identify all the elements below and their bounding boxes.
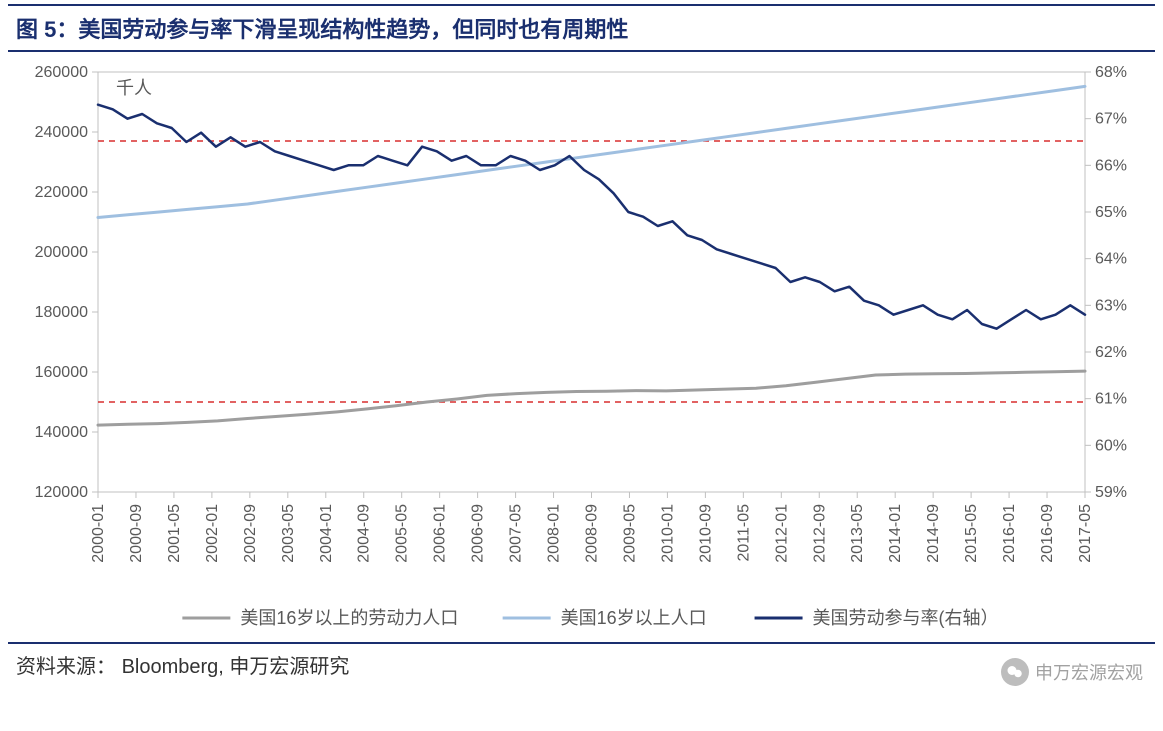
svg-text:2004-01: 2004-01 [318,504,335,563]
svg-text:2014-09: 2014-09 [925,504,942,563]
svg-text:2014-01: 2014-01 [887,504,904,563]
watermark-text: 申万宏源宏观 [1035,659,1143,685]
source-text: Bloomberg, 申万宏源研究 [122,656,350,678]
svg-text:67%: 67% [1095,111,1127,128]
source-bar: 资料来源： Bloomberg, 申万宏源研究 [8,642,1155,679]
svg-text:61%: 61% [1095,391,1127,408]
svg-text:64%: 64% [1095,251,1127,268]
svg-text:2010-01: 2010-01 [659,504,676,563]
svg-text:60%: 60% [1095,437,1127,454]
svg-text:2016-01: 2016-01 [1001,504,1018,563]
svg-text:200000: 200000 [35,244,88,261]
svg-text:2000-01: 2000-01 [90,504,107,563]
svg-text:240000: 240000 [35,124,88,141]
svg-text:2017-05: 2017-05 [1077,504,1094,563]
svg-text:2008-01: 2008-01 [546,504,563,563]
svg-text:2002-09: 2002-09 [242,504,259,563]
source-label: 资料来源： [16,656,116,678]
svg-text:2003-05: 2003-05 [280,504,297,563]
svg-text:2006-01: 2006-01 [432,504,449,563]
watermark: 申万宏源宏观 [1001,658,1143,686]
svg-text:2000-09: 2000-09 [128,504,145,563]
svg-text:59%: 59% [1095,484,1127,501]
svg-text:2006-09: 2006-09 [470,504,487,563]
svg-text:140000: 140000 [35,424,88,441]
svg-text:2016-09: 2016-09 [1039,504,1056,563]
svg-text:2002-01: 2002-01 [204,504,221,563]
svg-text:千人: 千人 [116,78,152,98]
svg-text:2004-09: 2004-09 [356,504,373,563]
svg-text:160000: 160000 [35,364,88,381]
svg-text:2011-05: 2011-05 [735,504,752,562]
svg-text:63%: 63% [1095,297,1127,314]
svg-text:2008-09: 2008-09 [584,504,601,563]
svg-text:美国16岁以上的劳动力人口: 美国16岁以上的劳动力人口 [240,608,458,628]
svg-text:2010-09: 2010-09 [697,504,714,563]
svg-text:260000: 260000 [35,64,88,81]
chart-title: 图 5：美国劳动参与率下滑呈现结构性趋势，但同时也有周期性 [16,17,628,42]
chart-area: 120000 140000 160000 180000 200000 220000 2400… [8,52,1155,642]
title-prefix: 图 5： [16,17,78,42]
svg-text:68%: 68% [1095,64,1127,81]
title-main: 美国劳动参与率下滑呈现结构性趋势，但同时也有周期性 [78,17,628,42]
svg-text:2007-05: 2007-05 [508,504,525,563]
svg-text:美国劳动参与率(右轴）: 美国劳动参与率(右轴） [813,608,999,628]
svg-text:120000: 120000 [35,484,88,501]
svg-text:2001-05: 2001-05 [166,504,183,563]
svg-text:2005-05: 2005-05 [394,504,411,563]
svg-text:美国16岁以上人口: 美国16岁以上人口 [561,608,707,628]
svg-text:2012-01: 2012-01 [773,504,790,563]
svg-text:65%: 65% [1095,204,1127,221]
svg-text:2012-09: 2012-09 [811,504,828,563]
wechat-icon [1001,658,1029,686]
chart-title-bar: 图 5：美国劳动参与率下滑呈现结构性趋势，但同时也有周期性 [8,4,1155,52]
chart-svg: 120000 140000 160000 180000 200000 220000 2400… [8,52,1155,642]
svg-text:180000: 180000 [35,304,88,321]
svg-text:2013-05: 2013-05 [849,504,866,563]
svg-text:66%: 66% [1095,157,1127,174]
svg-text:2009-05: 2009-05 [621,504,638,563]
svg-text:220000: 220000 [35,184,88,201]
svg-text:2015-05: 2015-05 [963,504,980,563]
svg-text:62%: 62% [1095,344,1127,361]
